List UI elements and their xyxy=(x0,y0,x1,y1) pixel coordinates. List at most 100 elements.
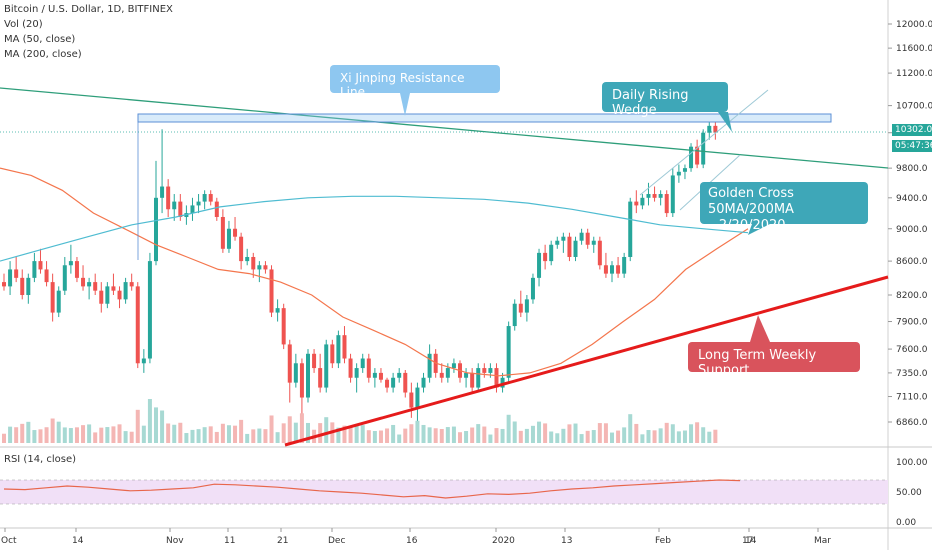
volume-bar xyxy=(166,423,171,443)
volume-bar xyxy=(287,416,292,443)
rsi-line xyxy=(3,479,741,499)
candle-body xyxy=(105,286,110,304)
volume-bar xyxy=(385,428,390,443)
volume-bar xyxy=(129,431,134,443)
candle-body xyxy=(640,197,645,206)
resistance-pointer xyxy=(400,93,410,116)
volume-bar xyxy=(239,419,244,443)
candle-body xyxy=(324,344,329,388)
candle-body xyxy=(202,194,207,202)
volume-bar xyxy=(202,427,207,443)
support-callout[interactable]: Long Term Weekly Support xyxy=(688,342,860,378)
candle-body xyxy=(707,125,712,133)
volume-bar xyxy=(512,421,517,443)
candle-body xyxy=(579,232,584,241)
candle-body xyxy=(166,186,171,210)
candle-body xyxy=(543,252,548,262)
candle-body xyxy=(360,358,365,369)
candle-body xyxy=(26,277,31,296)
wedge-callout[interactable]: Daily Rising Wedge xyxy=(602,82,728,118)
candle-body xyxy=(409,392,414,408)
volume-bar xyxy=(172,424,177,443)
rsi-band xyxy=(0,480,888,504)
candle-body xyxy=(135,286,140,364)
volume-bar xyxy=(543,423,548,443)
candle-body xyxy=(646,194,651,198)
price-tick-label: 9800.0 xyxy=(896,164,928,174)
volume-bar xyxy=(634,423,639,443)
candle-body xyxy=(366,358,371,378)
volume-bar xyxy=(2,433,6,443)
price-tick-label: 11200.0 xyxy=(896,69,932,79)
ma50-indicator-label[interactable]: MA (50, close) xyxy=(4,34,76,45)
volume-bar xyxy=(8,426,13,443)
volume-indicator-label[interactable]: Vol (20) xyxy=(4,19,43,30)
candle-body xyxy=(482,368,487,373)
candle-body xyxy=(318,368,323,388)
volume-bar xyxy=(26,421,31,443)
candle-body xyxy=(573,240,578,257)
volume-bar xyxy=(226,425,231,443)
volume-bar xyxy=(628,414,633,443)
candle-body xyxy=(14,269,19,278)
volume-bar xyxy=(573,423,578,443)
volume-bar xyxy=(415,420,420,443)
volume-bar xyxy=(664,422,669,443)
price-tick-label: 8200.0 xyxy=(896,291,928,301)
price-tick-label: 6860.0 xyxy=(896,418,928,428)
candle-body xyxy=(670,175,675,214)
ma200-line xyxy=(0,195,749,262)
time-tick-label: 11 xyxy=(224,536,235,546)
candle-body xyxy=(336,335,341,364)
time-tick-label: 14 xyxy=(745,536,757,546)
volume-bar xyxy=(464,431,469,443)
volume-bar xyxy=(458,432,462,443)
candle-body xyxy=(555,240,560,245)
volume-bar xyxy=(658,428,663,443)
candle-body xyxy=(20,277,25,296)
volume-bar xyxy=(275,432,280,443)
volume-bar xyxy=(482,426,487,443)
time-tick-label: 21 xyxy=(277,536,288,546)
candle-body xyxy=(567,236,572,257)
volume-bar xyxy=(403,428,408,443)
ma200-indicator-label[interactable]: MA (200, close) xyxy=(4,49,82,60)
candle-body xyxy=(56,290,61,313)
candle-body xyxy=(123,282,128,300)
volume-bar xyxy=(263,429,268,443)
candle-body xyxy=(561,236,566,241)
resistance-callout[interactable]: Xi Jinping Resistance Line xyxy=(330,65,500,99)
candle-body xyxy=(549,244,554,262)
candle-body xyxy=(50,282,55,313)
golden-cross-callout[interactable]: Golden Cross 50MA/200MA ~2/20/2020 xyxy=(700,182,868,233)
candle-body xyxy=(378,372,383,380)
volume-bar xyxy=(99,427,104,443)
volume-bar xyxy=(476,424,481,443)
volume-bar xyxy=(220,423,225,443)
candle-body xyxy=(391,377,396,388)
candle-body xyxy=(464,372,469,378)
price-tick-label: 9000.0 xyxy=(896,225,928,235)
candle-body xyxy=(695,146,700,165)
candle-body xyxy=(44,269,49,283)
rsi-indicator-label[interactable]: RSI (14, close) xyxy=(4,454,77,465)
volume-bar xyxy=(160,410,165,443)
volume-bar xyxy=(281,423,286,443)
wedge-upper-line xyxy=(639,89,769,196)
volume-bar xyxy=(445,427,450,443)
rsi-tick-label: 50.00 xyxy=(896,488,922,498)
candle-body xyxy=(451,363,456,369)
volume-bar xyxy=(269,415,274,443)
candle-body xyxy=(597,240,602,266)
volume-bar xyxy=(257,428,262,443)
volume-bar xyxy=(421,424,426,443)
candle-body xyxy=(99,290,104,304)
candle-body xyxy=(518,303,523,313)
volume-bar xyxy=(585,430,590,443)
candle-body xyxy=(658,194,663,198)
candle-body xyxy=(32,261,37,278)
wedge-pointer xyxy=(718,112,732,132)
rsi-tick-label: 100.00 xyxy=(896,458,928,468)
